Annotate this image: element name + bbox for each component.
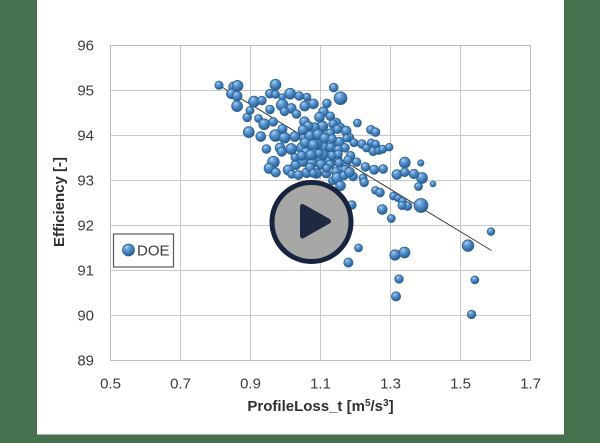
svg-text:90: 90 (77, 308, 94, 325)
svg-text:1.7: 1.7 (520, 376, 541, 393)
svg-text:1.5: 1.5 (450, 376, 471, 393)
svg-text:0.9: 0.9 (240, 376, 261, 393)
svg-text:93: 93 (77, 173, 94, 190)
svg-text:89: 89 (77, 353, 94, 370)
svg-text:ProfileLoss_t [m5/s3]: ProfileLoss_t [m5/s3] (247, 398, 393, 415)
svg-text:DOE: DOE (137, 243, 170, 260)
svg-text:1.1: 1.1 (310, 376, 331, 393)
svg-text:92: 92 (77, 218, 94, 235)
svg-text:96: 96 (77, 38, 94, 55)
svg-text:0.7: 0.7 (170, 376, 191, 393)
svg-text:Efficiency [-]: Efficiency [-] (51, 157, 68, 247)
svg-text:91: 91 (77, 263, 94, 280)
svg-text:1.3: 1.3 (380, 376, 401, 393)
svg-text:94: 94 (77, 128, 94, 145)
svg-text:95: 95 (77, 83, 94, 100)
svg-text:0.5: 0.5 (100, 376, 121, 393)
